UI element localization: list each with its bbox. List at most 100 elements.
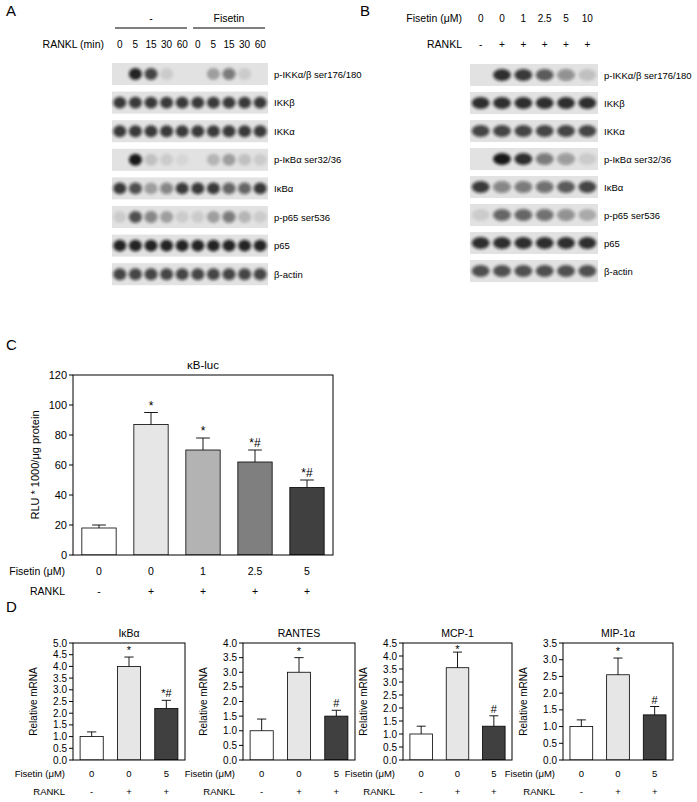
error-bar [613, 658, 622, 675]
band [536, 181, 554, 193]
significance: # [652, 694, 659, 706]
band [207, 125, 220, 137]
band [557, 69, 575, 81]
tick [69, 465, 73, 466]
band [238, 97, 251, 109]
error-bar [257, 719, 266, 731]
tick-label: 3.0 [223, 667, 237, 678]
band [191, 268, 204, 280]
band [207, 240, 220, 252]
significance: # [491, 703, 498, 715]
tick-label: 120 [49, 369, 67, 381]
error-bar [332, 710, 341, 716]
band [514, 69, 532, 81]
error-bar [248, 450, 262, 462]
band [207, 211, 220, 223]
significance: # [333, 697, 340, 709]
y-axis-label: Relative mRNA [28, 667, 39, 736]
lane-label: 15 [145, 39, 157, 50]
x-row-value: 0 [259, 768, 264, 779]
band [557, 97, 575, 109]
error-bar [92, 525, 106, 528]
significance: * [127, 644, 132, 656]
band [160, 154, 173, 166]
tick-label: 80 [55, 429, 67, 441]
bar [134, 425, 168, 556]
x-row-label: RANKL [33, 786, 65, 797]
band [113, 97, 126, 109]
row-label: IKKβ [274, 97, 295, 108]
lane-label: 30 [161, 39, 173, 50]
band [113, 68, 126, 80]
row-label: IκBα [604, 182, 624, 193]
band [176, 268, 189, 280]
plot-area [250, 658, 348, 760]
band [493, 237, 511, 249]
bar [570, 727, 593, 760]
band [207, 268, 220, 280]
frame [563, 643, 673, 760]
x-row-value: 5 [304, 565, 310, 577]
band [514, 125, 532, 137]
band [238, 268, 251, 280]
blot-strip [470, 92, 598, 114]
band [113, 125, 126, 137]
band [238, 125, 251, 137]
tick-label: 0.0 [383, 755, 397, 766]
blot-strip [112, 92, 268, 114]
blot-strip [470, 64, 598, 86]
x-row-value: + [200, 585, 206, 597]
tick-label: 1.0 [383, 729, 397, 740]
band [129, 125, 142, 137]
tick [239, 745, 243, 746]
band [557, 237, 575, 249]
lane-label: 60 [255, 39, 267, 50]
x-row-label: Fisetin (μM) [15, 768, 65, 779]
bar [250, 731, 273, 760]
band [222, 182, 235, 194]
band [176, 154, 189, 166]
x-row-label: RANKL [363, 786, 395, 797]
frame [73, 375, 333, 555]
band [472, 97, 490, 109]
significance: *# [249, 436, 261, 450]
tick-label: 2.0 [383, 703, 397, 714]
band [191, 125, 204, 137]
band [222, 154, 235, 166]
x-row-value: - [260, 786, 263, 797]
x-row-value: 0 [615, 768, 620, 779]
blot-strip [112, 149, 268, 171]
x-row-value: 5 [652, 768, 657, 779]
band [493, 153, 511, 165]
band [191, 97, 204, 109]
row-label: p-p65 ser536 [274, 212, 330, 223]
tick-label: 2.0 [223, 696, 237, 707]
tick [399, 721, 403, 722]
significance: * [616, 645, 621, 657]
panel-letter: B [360, 2, 370, 19]
x-row-value: 0 [419, 768, 424, 779]
band [144, 97, 157, 109]
lane-label: 5 [133, 39, 139, 50]
y-axis-label: Relative mRNA [198, 667, 209, 736]
band [207, 154, 220, 166]
row-label: IKKα [604, 126, 625, 137]
row-label: IKKβ [604, 98, 625, 109]
x-row-value: + [491, 786, 497, 797]
band [254, 268, 267, 280]
band [222, 125, 235, 137]
x-row-value: 0 [455, 768, 460, 779]
bar [82, 528, 116, 555]
tick [69, 724, 73, 725]
chart-title: κB-luc [187, 359, 219, 371]
row-label: β-actin [604, 266, 633, 277]
band [144, 68, 157, 80]
tick [69, 713, 73, 714]
tick-label: 1.5 [53, 719, 67, 730]
band [254, 68, 267, 80]
band [557, 181, 575, 193]
blot-strip [470, 176, 598, 198]
row-label: p-IκBα ser32/36 [274, 154, 341, 165]
band [113, 182, 126, 194]
band [207, 182, 220, 194]
